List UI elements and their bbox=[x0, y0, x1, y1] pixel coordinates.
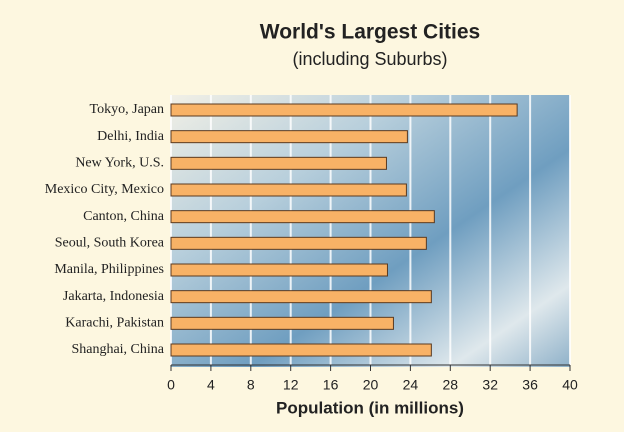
x-tick-label: 28 bbox=[443, 377, 459, 393]
x-tick-label: 8 bbox=[247, 377, 255, 393]
y-tick-label: Canton, China bbox=[83, 209, 165, 224]
y-tick-label: Karachi, Pakistan bbox=[65, 316, 164, 331]
bar bbox=[170, 183, 407, 197]
y-tick-label: Manila, Philippines bbox=[54, 262, 164, 277]
bar bbox=[170, 316, 394, 330]
y-tick-label: Seoul, South Korea bbox=[55, 236, 165, 251]
y-tick-label: Shanghai, China bbox=[71, 342, 164, 357]
bar bbox=[170, 156, 387, 170]
bar bbox=[170, 130, 408, 144]
bar bbox=[170, 236, 427, 250]
x-axis-label: Population (in millions) bbox=[276, 398, 464, 417]
chart-title: World's Largest Cities bbox=[260, 21, 481, 44]
y-tick-label: Tokyo, Japan bbox=[90, 102, 164, 117]
bar bbox=[170, 103, 518, 117]
chart-subtitle: (including Suburbs) bbox=[292, 49, 447, 69]
bar bbox=[170, 210, 435, 224]
bar bbox=[170, 343, 432, 357]
x-tick-label: 0 bbox=[167, 377, 175, 393]
x-tick-label: 4 bbox=[207, 377, 215, 393]
x-tick-label: 32 bbox=[482, 377, 498, 393]
x-tick-label: 20 bbox=[363, 377, 379, 393]
x-tick-label: 16 bbox=[323, 377, 339, 393]
y-tick-label: Mexico City, Mexico bbox=[45, 182, 164, 197]
y-tick-label: New York, U.S. bbox=[75, 156, 164, 171]
x-tick-label: 12 bbox=[283, 377, 299, 393]
y-tick-label: Jakarta, Indonesia bbox=[63, 289, 165, 304]
x-tick-label: 24 bbox=[403, 377, 419, 393]
y-tick-label: Delhi, India bbox=[97, 129, 165, 144]
x-tick-label: 36 bbox=[522, 377, 538, 393]
bar bbox=[170, 263, 388, 277]
x-tick-label: 40 bbox=[562, 377, 578, 393]
bar bbox=[170, 290, 432, 304]
